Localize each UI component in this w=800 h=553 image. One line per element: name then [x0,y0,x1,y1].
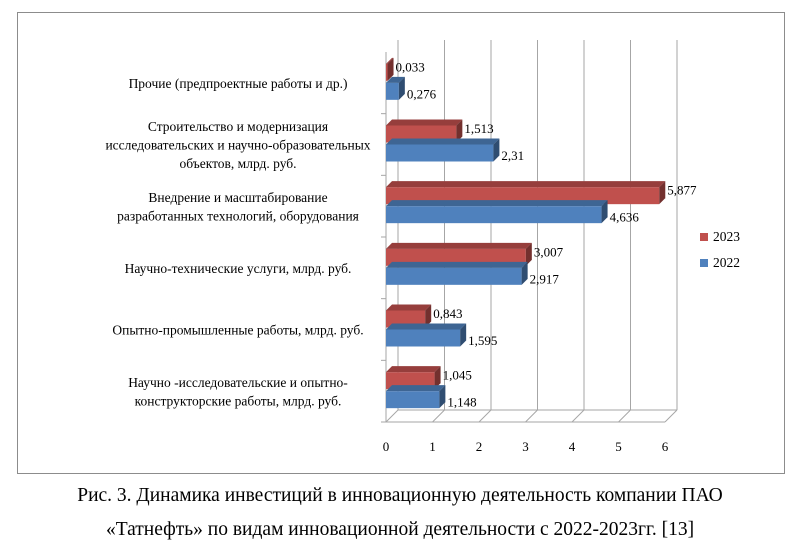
data-label: 1,045 [443,368,472,383]
bar-2022 [386,76,405,100]
figure-caption-line-1: Рис. 3. Динамика инвестиций в инновацион… [77,485,723,506]
bar-side [521,261,528,285]
bar-side [387,57,394,81]
bar-top [386,323,467,330]
bar-top [386,119,463,126]
category-label: исследовательских и научно-образовательн… [105,138,370,153]
legend-swatch [700,233,708,241]
data-label: 3,007 [534,244,564,259]
category-label: Прочие (предпроектные работы и др.) [129,76,348,91]
bar-2023 [386,119,463,143]
category-label: объектов, млрд. руб. [179,156,296,171]
bar-front [386,187,660,205]
bar-side [434,366,441,390]
bar-2023 [386,57,394,81]
x-tick-label: 3 [522,439,529,454]
figure-caption-line-2: «Татнефть» по видам инновационной деятел… [105,519,695,540]
bar-2023 [386,304,432,328]
data-label: 2,31 [501,148,524,163]
bar-front [386,248,526,266]
bar-2022 [386,138,500,162]
x-tick-label: 4 [569,439,576,454]
floor-line [525,409,538,423]
bar-side [398,76,405,100]
bar-top [386,76,405,83]
category-label: разработанных технологий, оборудования [117,208,359,223]
bar-front [386,310,426,328]
legend-label: 2023 [713,229,740,244]
category-label: конструкторские работы, млрд. руб. [135,393,342,408]
bar-2023 [386,366,441,390]
floor-line [618,409,631,423]
bar-top [386,200,608,207]
x-tick-label: 0 [383,439,390,454]
data-label: 0,033 [396,59,425,74]
bar-2022 [386,385,446,409]
bar-front [386,63,388,81]
floor-line [385,409,399,423]
data-label: 2,917 [530,271,560,286]
bar-side [460,323,467,347]
data-label: 5,877 [667,183,697,198]
bars-layer [386,57,666,409]
bar-2022 [386,200,608,224]
bar-chart: 0 1 2 3 4 5 6 Научно -исследовательские и опытн… [105,40,740,454]
floor-line [432,409,445,423]
bar-side [601,200,608,224]
bar-front [386,206,602,224]
bar-side [456,119,463,143]
bar-side [659,181,666,205]
grid-layer [381,40,678,423]
data-label: 1,595 [468,333,497,348]
floor-line [571,409,585,423]
bar-side [439,385,446,409]
bar-front [386,82,399,100]
data-label: 1,148 [447,395,476,410]
labels-layer: 0 1 2 3 4 5 6 Научно -исследовательские и опытн… [105,59,697,454]
bar-top [386,138,500,145]
bar-2022 [386,261,528,285]
category-label: Внедрение и масштабирование [148,190,327,205]
category-label: Опытно-промышленные работы, млрд. руб. [112,323,363,338]
bar-front [386,391,440,409]
data-label: 0,843 [433,306,462,321]
bar-top [386,385,446,392]
data-label: 1,513 [464,121,493,136]
data-label: 0,276 [407,86,437,101]
floor-line [664,409,678,423]
x-tick-label: 1 [429,439,436,454]
x-tick-label: 2 [476,439,483,454]
legend-swatch [700,259,708,267]
chart-frame [17,12,785,474]
bar-side [493,138,500,162]
data-label: 4,636 [610,210,640,225]
bar-top [386,261,528,268]
bar-top [386,57,394,64]
bar-front [386,329,461,347]
bar-front [386,144,494,162]
category-label: Научно -исследовательские и опытно- [128,375,348,390]
bar-2022 [386,323,467,347]
bar-top [386,304,432,311]
category-label: Строительство и модернизация [148,119,328,134]
category-label: Научно-технические услуги, млрд. руб. [125,261,352,276]
bar-front [386,125,457,143]
legend-label: 2022 [713,255,740,270]
bar-front [386,267,522,285]
bar-top [386,181,666,188]
bar-2023 [386,242,532,266]
x-tick-label: 6 [662,439,669,454]
bar-2023 [386,181,666,205]
x-tick-label: 5 [615,439,622,454]
legend: 2023 2022 [700,229,740,270]
bar-front [386,372,435,390]
floor-line [478,409,492,423]
bar-top [386,242,532,249]
bar-side [425,304,432,328]
bar-side [525,242,532,266]
bar-top [386,366,441,373]
